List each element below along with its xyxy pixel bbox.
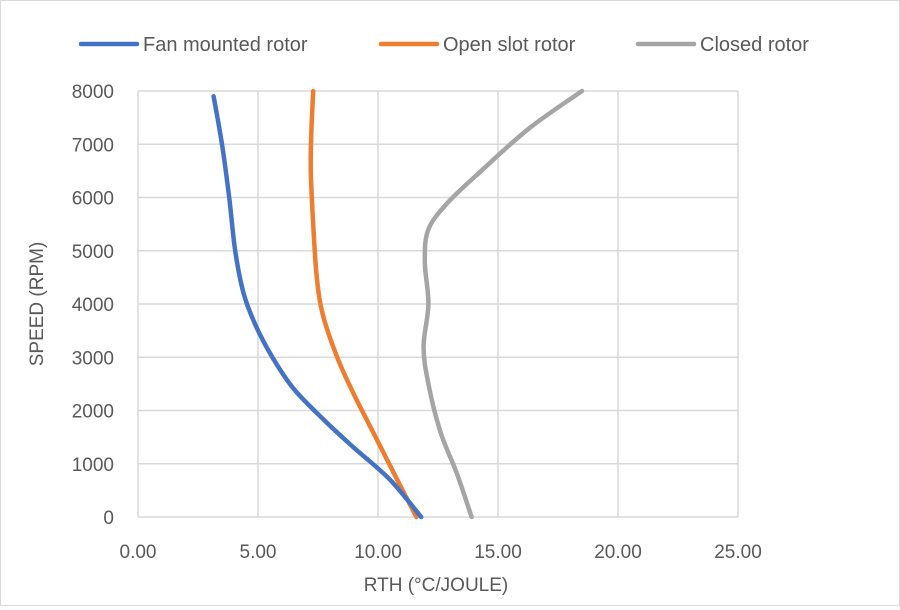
x-tick-label: 0.00	[120, 542, 157, 563]
x-tick-label: 20.00	[594, 542, 642, 563]
x-tick-label: 15.00	[474, 542, 522, 563]
y-tick-label: 5000	[72, 242, 114, 263]
y-tick-label: 1000	[72, 455, 114, 476]
legend-label: Closed rotor	[700, 34, 809, 56]
y-tick-label: 4000	[72, 295, 114, 316]
series-line-fan-mounted-rotor	[211, 94, 424, 520]
series-lines	[211, 88, 585, 520]
x-axis-title: RTH (°C/JOULE)	[364, 575, 508, 596]
legend-item: Open slot rotor	[378, 34, 576, 56]
y-tick-label: 6000	[72, 189, 114, 210]
y-tick-labels: 0 1000 2000 3000 4000 5000 6000 7000 8000	[72, 82, 114, 529]
legend: Fan mounted rotor Open slot rotor Closed r…	[78, 34, 809, 56]
y-tick-label: 0	[103, 508, 114, 529]
series-line-open-slot-rotor	[308, 88, 419, 520]
y-tick-label: 8000	[72, 82, 114, 103]
legend-label: Fan mounted rotor	[143, 34, 308, 56]
x-tick-label: 25.00	[714, 542, 762, 563]
y-tick-label: 3000	[72, 348, 114, 369]
legend-label: Open slot rotor	[443, 34, 576, 56]
y-tick-label: 2000	[72, 402, 114, 423]
legend-item: Fan mounted rotor	[78, 34, 308, 56]
x-tick-label: 5.00	[240, 542, 277, 563]
grid-lines	[137, 90, 739, 518]
y-tick-label: 7000	[72, 135, 114, 156]
legend-item: Closed rotor	[635, 34, 809, 56]
series-line-closed-rotor	[421, 88, 585, 520]
x-tick-label: 10.00	[354, 542, 402, 563]
x-tick-labels: 0.00 5.00 10.00 15.00 20.00 25.00	[120, 542, 762, 563]
y-axis-title: SPEED (RPM)	[27, 242, 48, 367]
